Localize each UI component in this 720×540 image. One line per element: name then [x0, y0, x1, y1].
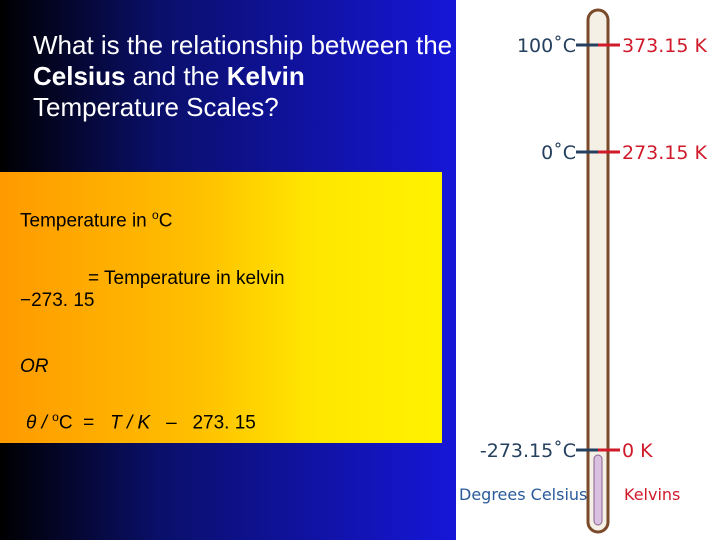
celsius-label: 0˚C	[541, 142, 576, 164]
formula-box: Temperature in oC = Temperature in kelvi…	[0, 172, 442, 443]
title-text: and the	[125, 61, 227, 91]
tube	[586, 8, 610, 534]
kelvin-caption: Kelvins	[624, 485, 680, 504]
text: C	[158, 210, 173, 232]
title-text: Temperature Scales?	[33, 92, 279, 122]
text: –	[166, 412, 177, 434]
celsius-caption: Degrees Celsius	[459, 485, 587, 504]
text: OR	[20, 356, 49, 377]
title-bold: Celsius	[33, 61, 126, 91]
slide-title: What is the relationship between the Cel…	[33, 30, 453, 123]
text: θ /	[26, 412, 53, 434]
kelvin-label: 0 K	[622, 440, 653, 462]
bulb	[593, 454, 603, 526]
text: = Temperature in kelvin −273. 15	[20, 268, 285, 311]
title-text: What is the relationship between the	[33, 30, 453, 60]
text: =	[83, 412, 95, 434]
text: 273. 15	[192, 412, 256, 434]
text: C	[58, 412, 73, 434]
superscript: o	[52, 410, 59, 424]
title-bold: Kelvin	[226, 61, 305, 91]
text: Temperature in	[20, 210, 153, 232]
kelvin-label: 273.15 K	[622, 142, 708, 164]
celsius-label: -273.15˚C	[480, 440, 576, 462]
line: θ / oC = T / K – 273. 15	[26, 410, 256, 434]
thermometer: 100˚C 373.15 K 0˚C 273.15 K -273.15˚C 0 …	[459, 8, 708, 534]
kelvin-label: 373.15 K	[622, 35, 708, 57]
superscript: o	[152, 208, 159, 222]
line: Temperature in oC	[20, 208, 172, 232]
celsius-label: 100˚C	[517, 35, 576, 57]
text: T / K	[110, 412, 151, 434]
